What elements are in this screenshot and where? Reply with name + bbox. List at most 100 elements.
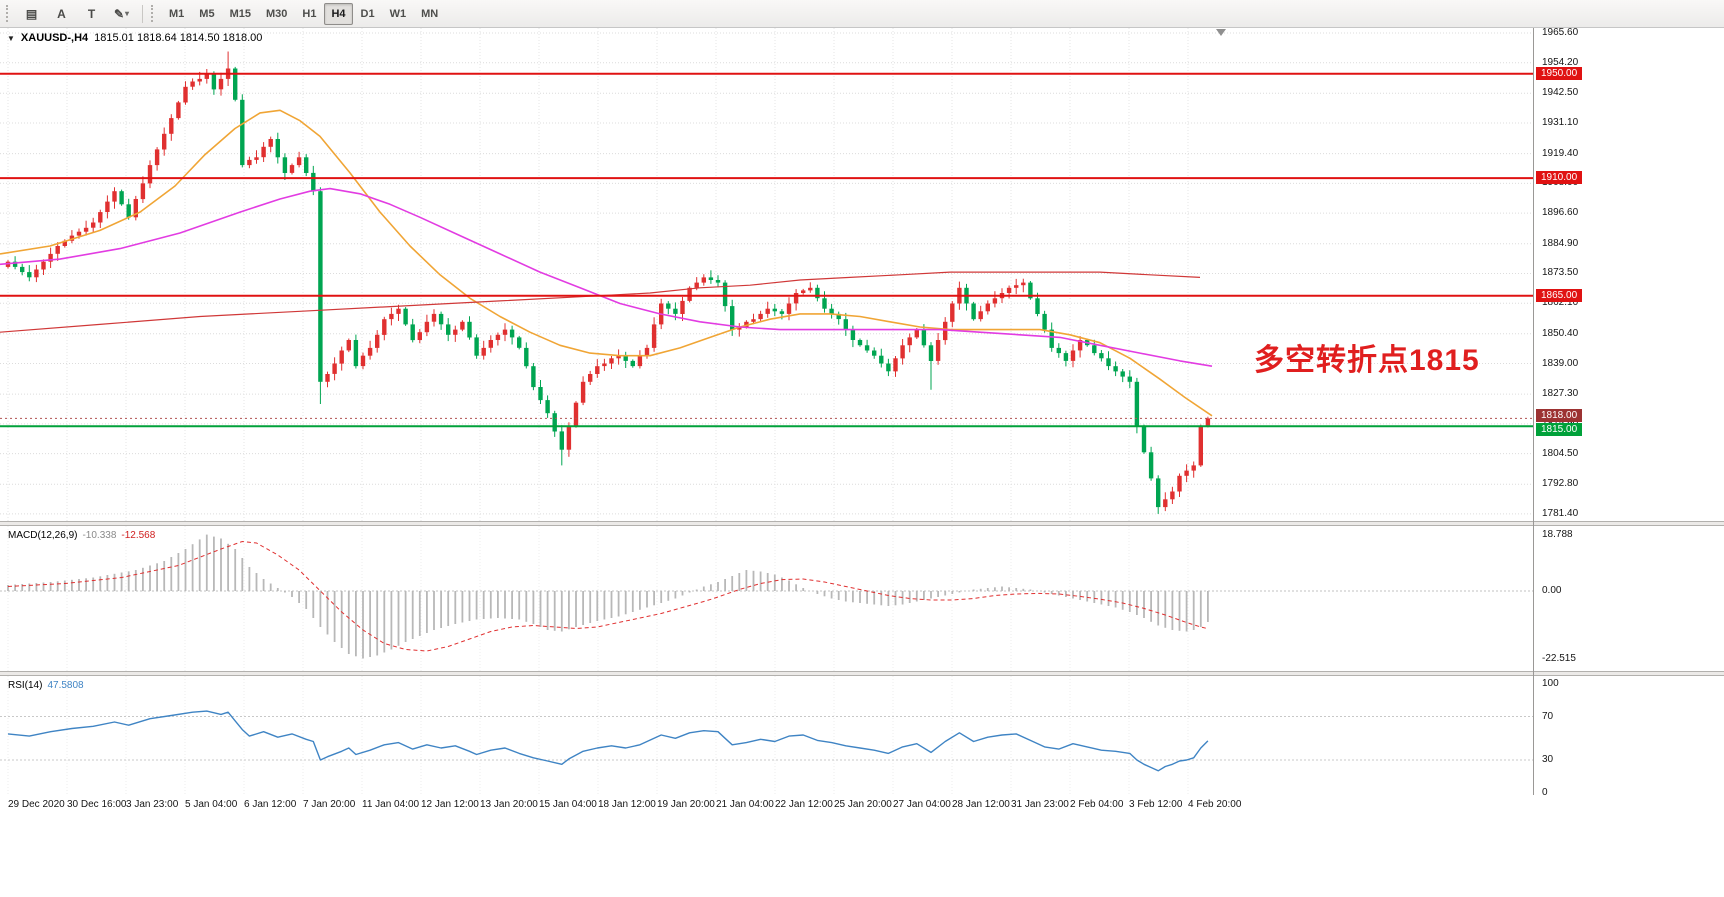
macd-histogram-bar — [560, 591, 563, 632]
time-label: 11 Jan 04:00 — [362, 799, 420, 810]
symbol-dropdown-icon[interactable]: ▼ — [7, 33, 15, 43]
ma-slow-magenta — [0, 187, 1213, 367]
candle-up — [985, 303, 990, 312]
macd-histogram-bar — [518, 591, 521, 620]
symbol-timeframe-label: XAUUSD-,H4 — [20, 32, 89, 44]
draw-tool-button[interactable]: ✎ ▾ — [107, 2, 136, 25]
tf-button-M15[interactable]: M15 — [229, 7, 251, 20]
macd-histogram-bar — [234, 549, 237, 591]
macd-histogram-bar — [816, 591, 819, 594]
candle-up — [992, 298, 998, 304]
main-price-chart[interactable] — [0, 28, 1533, 521]
tf-button-D1[interactable]: D1 — [360, 7, 375, 20]
tf-button-W1[interactable]: W1 — [389, 7, 407, 20]
macd-histogram-bar — [220, 538, 222, 591]
macd-histogram-bar — [553, 591, 556, 631]
timeframe-toolbar-grip[interactable] — [151, 5, 156, 22]
macd-histogram-bar — [646, 591, 648, 608]
candle-up — [914, 329, 919, 338]
price-tag-1950.00: 1950.00 — [1536, 67, 1583, 80]
macd-histogram-bar — [873, 591, 876, 605]
macd-signal-value: -12.568 — [121, 530, 156, 541]
macd-histogram-bar — [170, 557, 173, 591]
chart-grid-button[interactable]: ▤ — [17, 2, 46, 25]
panel-separator-2[interactable] — [0, 671, 1724, 676]
tf-button-H4[interactable]: H4 — [324, 2, 353, 25]
time-label: 30 Dec 16:00 — [67, 799, 127, 810]
macd-indicator-panel[interactable] — [0, 526, 1533, 671]
tf-button-M5[interactable]: M5 — [199, 7, 215, 20]
price-tick-label: 1896.60 — [1542, 207, 1579, 218]
time-axis[interactable]: 29 Dec 2020 30 Dec 16:00 3 Jan 23:00 5 Jan … — [0, 795, 1724, 817]
toolbar-grip[interactable] — [6, 5, 11, 22]
candle-up — [900, 345, 905, 359]
time-label: 25 Jan 20:00 — [834, 799, 892, 810]
letter-a-button[interactable]: A — [47, 2, 76, 25]
candle-up — [495, 334, 501, 340]
macd-histogram-bar — [781, 577, 783, 591]
macd-histogram-bar — [184, 549, 187, 591]
candle-down — [1099, 353, 1104, 359]
rsi-tick-label: 0 — [1542, 787, 1548, 798]
macd-histogram-bar — [937, 591, 939, 597]
candle-up — [176, 102, 181, 119]
candle-down — [438, 313, 444, 325]
candle-down — [872, 350, 877, 356]
macd-histogram-bar — [759, 571, 762, 591]
macd-histogram-bar — [383, 591, 386, 653]
candle-up — [935, 340, 941, 361]
time-label: 2 Feb 04:00 — [1070, 799, 1124, 810]
candle-up — [375, 334, 380, 348]
candle-down — [1148, 452, 1154, 479]
tf-button-M30[interactable]: M30 — [265, 7, 288, 20]
letter-t-icon: T — [87, 6, 96, 21]
candle-down — [630, 360, 635, 367]
chart-shift-marker[interactable] — [1216, 29, 1226, 36]
macd-histogram-bar — [830, 591, 833, 599]
rsi-indicator-panel[interactable] — [0, 676, 1533, 795]
price-tick-label: 1942.50 — [1542, 87, 1579, 98]
tf-button-H1[interactable]: H1 — [302, 7, 317, 20]
tf-button-MN[interactable]: MN — [421, 7, 439, 20]
macd-histogram-bar — [1207, 591, 1209, 622]
panel-separator-1[interactable] — [0, 521, 1724, 526]
macd-histogram-bar — [376, 591, 379, 656]
rsi-value: 47.5808 — [47, 680, 84, 691]
rsi-line — [7, 710, 1209, 772]
macd-histogram-bar — [397, 591, 400, 646]
macd-histogram-bar — [859, 591, 861, 603]
macd-histogram-bar — [788, 580, 790, 591]
annotation-text: 多空转折点1815 — [1254, 344, 1480, 377]
tf-button-M1[interactable]: M1 — [169, 7, 185, 20]
candle-up — [566, 426, 572, 450]
price-tick-label: 1792.80 — [1542, 478, 1579, 489]
candle-up — [346, 340, 351, 351]
price-axis-border — [1533, 28, 1534, 795]
candle-up — [55, 246, 60, 254]
macd-histogram-bar — [986, 588, 989, 591]
chevron-down-icon: ▾ — [125, 9, 130, 18]
candle-up — [367, 347, 373, 356]
candle-down — [304, 157, 309, 173]
candle-up — [162, 133, 167, 150]
price-tick-label: 1954.20 — [1542, 57, 1579, 68]
price-axis[interactable]: 1965.601954.201942.501931.101919.401908.… — [1536, 0, 1724, 897]
macd-histogram-bar — [908, 591, 911, 603]
macd-histogram-bar — [461, 591, 464, 623]
macd-signal-line — [7, 540, 1209, 652]
candle-down — [843, 319, 848, 330]
macd-histogram-bar — [866, 591, 868, 604]
macd-histogram-bar — [205, 534, 208, 591]
letter-t-button[interactable]: T — [77, 2, 106, 25]
time-label: 3 Jan 23:00 — [126, 799, 179, 810]
macd-histogram-bar — [482, 591, 485, 619]
candle-up — [254, 157, 259, 160]
macd-histogram-bar — [1079, 591, 1081, 600]
candle-down — [857, 340, 863, 346]
macd-histogram-bar — [475, 591, 478, 620]
macd-histogram-bar — [653, 591, 655, 606]
ma-long-red — [0, 271, 1201, 333]
macd-histogram-bar — [710, 584, 712, 592]
candle-down — [829, 308, 834, 314]
macd-histogram-bar — [298, 591, 300, 603]
